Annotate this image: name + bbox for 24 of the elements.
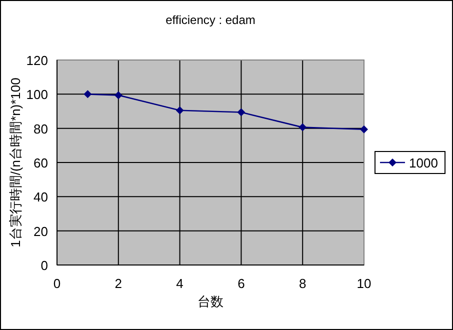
x-tick-label: 2 [114, 276, 122, 291]
y-tick-label: 40 [34, 190, 48, 205]
point [114, 91, 122, 100]
point [237, 108, 246, 116]
y-tick-label: 80 [34, 121, 48, 136]
y-tick-label: 20 [34, 224, 48, 239]
chart-title: efficiency : edam [166, 13, 256, 27]
y-tick-label: 120 [26, 53, 48, 68]
y-tick-label: 100 [26, 87, 48, 102]
x-axis-title: 台数 [198, 294, 224, 309]
point [84, 90, 92, 98]
point [176, 106, 184, 114]
point [298, 123, 307, 132]
x-tick-label: 10 [356, 276, 372, 291]
legend-label: 1000 [409, 156, 438, 170]
x-tick-label: 4 [176, 276, 184, 291]
y-axis-title: 1台実行時間/(n台時間*n)*100 [8, 78, 23, 248]
point [360, 125, 368, 134]
x-tick-label: 0 [53, 276, 61, 291]
y-tick-label: 60 [34, 156, 48, 170]
x-tick-label: 8 [298, 276, 306, 291]
legend: 1000 [374, 151, 446, 174]
y-tick-label: 0 [40, 258, 48, 273]
x-tick-label: 6 [238, 276, 245, 291]
